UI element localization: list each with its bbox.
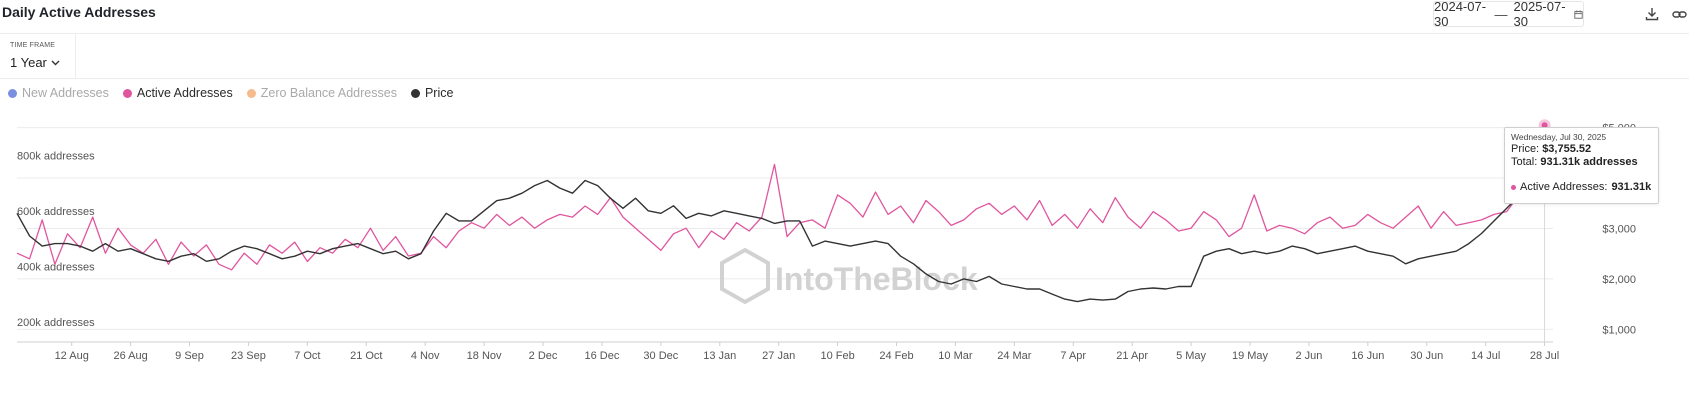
date-separator: —: [1494, 6, 1508, 22]
tooltip-series-dot: [1511, 184, 1516, 190]
legend-dot: [122, 88, 132, 98]
x-axis-tick-label: 7 Oct: [294, 350, 320, 362]
left-axis-tick-label: 800k addresses: [17, 151, 95, 163]
timeframe-value: 1 Year: [10, 55, 47, 70]
x-axis-tick-label: 12 Aug: [55, 350, 89, 362]
tooltip-price-value: $3,755.52: [1542, 143, 1592, 155]
x-axis-tick-label: 7 Apr: [1060, 350, 1086, 362]
legend-dot: [246, 88, 256, 98]
tooltip-total-label: Total:: [1511, 156, 1538, 168]
link-icon[interactable]: [1670, 5, 1688, 23]
x-axis-tick-label: 2 Jun: [1295, 350, 1322, 362]
legend-label: Zero Balance Addresses: [260, 86, 397, 100]
tooltip-date: Wednesday, Jul 30, 2025: [1511, 132, 1607, 142]
chart-tooltip: Wednesday, Jul 30, 2025 Price: $3,755.52…: [1504, 127, 1659, 204]
legend-dot: [8, 88, 17, 98]
watermark-text: IntoTheBlock: [775, 261, 978, 297]
date-range-picker[interactable]: 2024-07-30 — 2025-07-30: [1433, 0, 1584, 29]
x-axis-tick-label: 16 Jun: [1351, 350, 1384, 362]
timeframe-select[interactable]: 1 Year: [10, 55, 60, 70]
x-axis-tick-label: 24 Mar: [997, 350, 1032, 362]
tooltip-total: Total: 931.31k addresses: [1511, 156, 1652, 168]
x-axis-tick-label: 26 Aug: [113, 350, 147, 362]
series-line-active-addresses: [16, 125, 1546, 271]
x-axis-tick-label: 10 Mar: [938, 350, 973, 362]
legend-item-zero-balance-addresses[interactable]: Zero Balance Addresses: [246, 86, 397, 100]
x-axis-tick-label: 24 Feb: [879, 350, 913, 362]
x-axis-tick-label: 2 Dec: [529, 350, 558, 362]
page-title: Daily Active Addresses: [2, 4, 156, 20]
tooltip-series-value: 931.31k: [1611, 181, 1652, 193]
x-axis-tick-label: 13 Jan: [703, 350, 736, 362]
tooltip-total-value: 931.31k addresses: [1540, 156, 1638, 168]
x-axis-tick-label: 10 Feb: [820, 350, 854, 362]
x-axis-tick-label: 27 Jan: [762, 350, 795, 362]
chart: 200k addresses 400k addresses 600k address…: [16, 119, 1636, 362]
legend-item-new-addresses[interactable]: New Addresses: [8, 86, 109, 100]
x-axis-tick-label: 23 Sep: [231, 350, 266, 362]
x-axis-tick-label: 18 Nov: [467, 350, 502, 362]
right-axis-tick-label: $1,000: [1602, 324, 1636, 336]
x-axis-tick-label: 19 May: [1232, 350, 1269, 362]
x-axis-tick-label: 5 May: [1176, 350, 1206, 362]
legend-label: Price: [424, 86, 454, 100]
x-axis-tick-label: 30 Dec: [643, 350, 678, 362]
right-axis-tick-label: $2,000: [1602, 274, 1636, 286]
toolbar-divider: [0, 78, 1689, 79]
x-axis-tick-label: 9 Sep: [175, 350, 204, 362]
legend-label: Active Addresses: [136, 86, 233, 100]
left-axis-tick-label: 600k addresses: [17, 206, 95, 218]
watermark-logo-icon: [720, 247, 770, 305]
legend-dot: [410, 88, 420, 98]
tooltip-price: Price: $3,755.52: [1511, 143, 1652, 155]
series-line-price: [16, 179, 1545, 303]
right-axis-tick-label: $3,000: [1602, 223, 1636, 235]
x-axis-tick-label: 16 Dec: [585, 350, 620, 362]
timeframe-label: TIME FRAME: [10, 42, 56, 49]
tooltip-series: Active Addresses: 931.31k: [1511, 181, 1651, 193]
header-divider: [0, 33, 1689, 34]
chevron-down-icon: [51, 60, 60, 65]
tooltip-price-label: Price:: [1511, 143, 1540, 155]
left-axis-tick-label: 200k addresses: [17, 317, 95, 329]
date-end: 2025-07-30: [1513, 0, 1566, 29]
x-axis-tick-label: 4 Nov: [411, 350, 440, 362]
download-icon[interactable]: [1643, 5, 1661, 23]
timeframe-box: [0, 34, 76, 78]
x-axis-tick-label: 21 Oct: [350, 350, 382, 362]
date-start: 2024-07-30: [1434, 0, 1487, 29]
x-axis-tick-label: 14 Jul: [1471, 350, 1500, 362]
x-axis-tick-label: 30 Jun: [1410, 350, 1443, 362]
left-axis-tick-label: 400k addresses: [17, 262, 95, 274]
tooltip-series-label: Active Addresses:: [1520, 181, 1608, 193]
x-axis-tick-label: 21 Apr: [1116, 350, 1148, 362]
x-axis-tick-label: 28 Jul: [1530, 350, 1559, 362]
active-addresses-marker: [1541, 122, 1548, 129]
calendar-icon: [1574, 9, 1583, 19]
chart-legend: New Addresses Active Addresses Zero Balanc…: [8, 86, 453, 100]
legend-label: New Addresses: [22, 86, 109, 100]
legend-item-active-addresses[interactable]: Active Addresses: [122, 86, 233, 100]
legend-item-price[interactable]: Price: [410, 86, 454, 100]
